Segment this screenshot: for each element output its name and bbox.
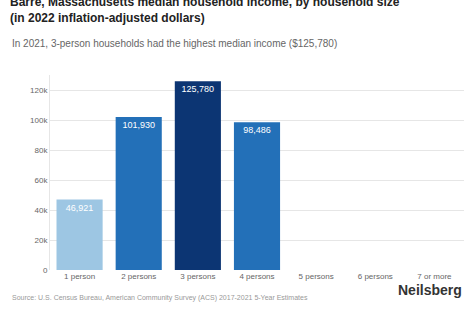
svg-text:In 2021, 3-person households h: In 2021, 3-person households had the hig… bbox=[12, 38, 337, 49]
svg-text:40k: 40k bbox=[34, 206, 48, 215]
svg-text:46,921: 46,921 bbox=[66, 203, 94, 213]
svg-text:101,930: 101,930 bbox=[122, 120, 155, 130]
svg-text:0: 0 bbox=[43, 266, 48, 275]
svg-text:2 persons: 2 persons bbox=[121, 272, 156, 281]
svg-text:6 persons: 6 persons bbox=[358, 272, 393, 281]
svg-text:4 persons: 4 persons bbox=[239, 272, 274, 281]
svg-text:7 or more: 7 or more bbox=[417, 272, 452, 281]
svg-text:Source: U.S. Census Bureau, Am: Source: U.S. Census Bureau, American Com… bbox=[12, 294, 308, 302]
svg-text:98,486: 98,486 bbox=[243, 125, 271, 135]
svg-text:1 person: 1 person bbox=[64, 272, 95, 281]
svg-text:120k: 120k bbox=[30, 86, 48, 95]
svg-text:Barre, Massachusetts median ho: Barre, Massachusetts median household in… bbox=[10, 0, 400, 25]
svg-text:20k: 20k bbox=[34, 236, 48, 245]
svg-text:125,780: 125,780 bbox=[182, 84, 215, 94]
svg-text:80k: 80k bbox=[34, 146, 48, 155]
svg-text:100k: 100k bbox=[30, 116, 48, 125]
svg-text:Neilsberg: Neilsberg bbox=[398, 282, 462, 298]
svg-text:60k: 60k bbox=[34, 176, 48, 185]
svg-text:3 persons: 3 persons bbox=[180, 272, 215, 281]
svg-text:5 persons: 5 persons bbox=[299, 272, 334, 281]
